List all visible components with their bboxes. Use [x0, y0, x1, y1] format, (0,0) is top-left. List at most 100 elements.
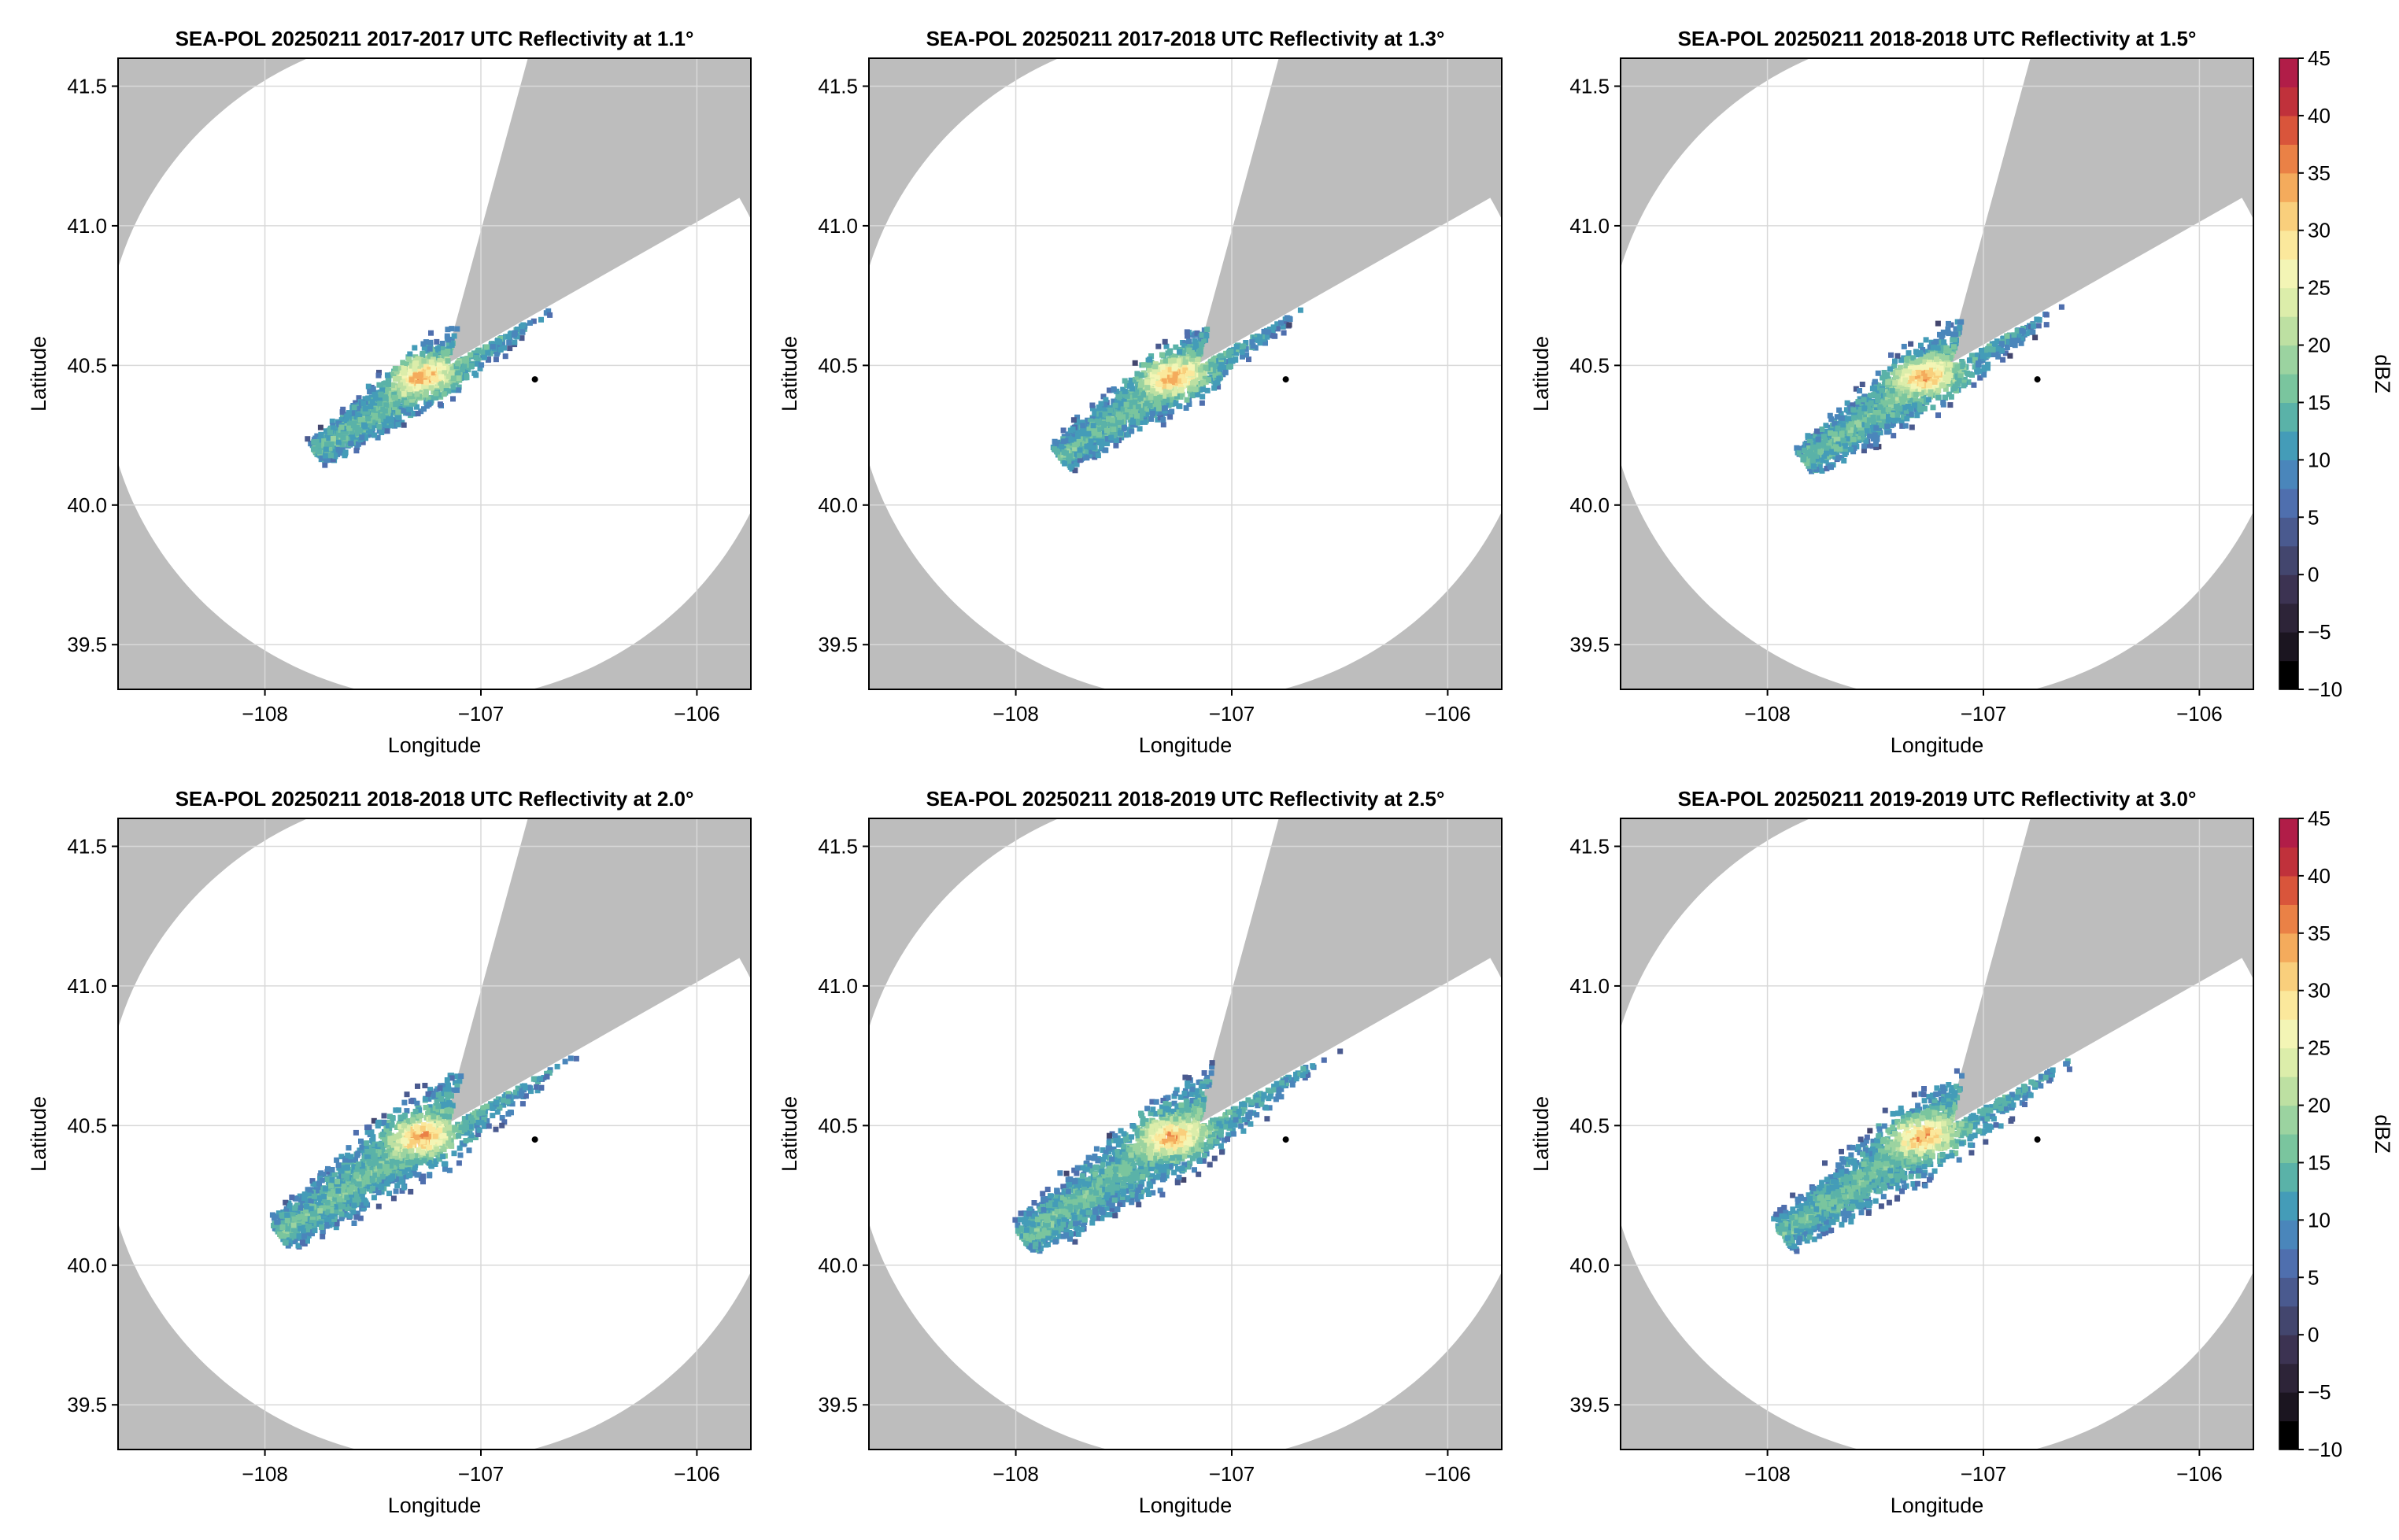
- echo-cell: [1886, 417, 1891, 423]
- echo-cell: [1138, 382, 1144, 388]
- echo-cell: [1177, 404, 1182, 409]
- echo-cell: [1226, 364, 1232, 370]
- echo-cell: [1089, 403, 1095, 408]
- colorbar-tick-label: −5: [2308, 620, 2331, 644]
- echo-cell: [1150, 388, 1155, 393]
- echo-cell: [1928, 390, 1934, 395]
- echo-cell: [1091, 423, 1096, 428]
- echo-cell: [520, 323, 526, 328]
- echo-cell: [1828, 464, 1834, 470]
- echo-cell: [449, 370, 455, 375]
- echo-cell: [1944, 355, 1950, 360]
- echo-cell: [1078, 448, 1083, 453]
- echo-cell: [1193, 342, 1199, 348]
- echo-cell: [421, 406, 427, 412]
- echo-cell: [414, 391, 420, 397]
- echo-cell: [318, 425, 323, 430]
- echo-cell: [1271, 333, 1277, 338]
- echo-cell: [1113, 403, 1118, 408]
- echo-cell: [1104, 428, 1110, 434]
- echo-cell: [1902, 344, 1907, 349]
- echo-cell: [1286, 316, 1292, 321]
- echo-cell: [380, 413, 386, 419]
- echo-cell: [503, 353, 508, 359]
- echo-cell: [1823, 438, 1828, 443]
- echo-cell: [1190, 393, 1196, 398]
- echo-cell: [1935, 345, 1941, 351]
- echo-cell: [1198, 349, 1203, 355]
- echo-cell: [305, 436, 310, 441]
- x-axis-label: Longitude: [388, 733, 482, 757]
- echo-cell: [1113, 443, 1118, 449]
- echo-cell: [1931, 345, 1936, 350]
- echo-cell: [1152, 364, 1158, 369]
- echo-cell: [1861, 405, 1867, 411]
- echo-cell: [427, 340, 433, 345]
- echo-cell: [336, 447, 342, 452]
- echo-cell: [1871, 415, 1876, 420]
- echo-cell: [1918, 365, 1924, 371]
- echo-cell: [1954, 364, 1960, 370]
- echo-cell: [397, 382, 403, 388]
- echo-cell: [323, 447, 329, 452]
- colorbar-band: [2279, 259, 2298, 288]
- y-axis-label: Latitude: [778, 336, 801, 412]
- echo-cell: [1141, 362, 1147, 367]
- echo-cell: [2044, 322, 2050, 327]
- echo-cell: [1857, 388, 1862, 393]
- echo-cell: [343, 449, 349, 455]
- echo-cell: [1193, 379, 1199, 385]
- y-tick-label: 39.5: [818, 633, 858, 656]
- echo-cell: [1089, 438, 1094, 444]
- echo-cell: [1124, 402, 1129, 408]
- echo-cell: [362, 424, 368, 430]
- echo-cell: [1939, 366, 1944, 371]
- echo-cell: [2044, 312, 2050, 318]
- echo-cell: [1840, 422, 1846, 427]
- echo-cell: [1967, 357, 1972, 363]
- echo-cell: [371, 433, 377, 438]
- echo-cell: [449, 342, 455, 348]
- echo-cell: [457, 1161, 462, 1166]
- echo-cell: [1091, 445, 1096, 450]
- echo-cell: [1052, 439, 1058, 445]
- echo-cell: [1841, 438, 1846, 443]
- echo-cell: [450, 384, 456, 390]
- echo-cell: [495, 338, 501, 344]
- echo-cell: [1206, 377, 1211, 382]
- echo-cell: [1884, 423, 1890, 429]
- echo-cell: [1883, 401, 1888, 406]
- echo-cell: [1133, 360, 1138, 366]
- y-tick-label: 40.0: [818, 493, 858, 517]
- echo-cell: [1208, 362, 1214, 367]
- x-tick-label: −106: [2176, 702, 2223, 726]
- echo-cell: [538, 317, 544, 323]
- echo-cell: [1160, 417, 1166, 423]
- chart-panel-1: −108−107−10639.540.040.541.041.5SEA-POL …: [27, 27, 785, 757]
- echo-cell: [1140, 392, 1146, 397]
- echo-cell: [1835, 456, 1841, 461]
- echo-cell: [382, 1113, 387, 1118]
- echo-cell: [1935, 321, 1941, 327]
- echo-cell: [372, 413, 378, 419]
- echo-cell: [431, 365, 436, 371]
- echo-cell: [1909, 376, 1915, 382]
- echo-cell: [1068, 438, 1074, 443]
- echo-cell: [322, 463, 327, 468]
- echo-cell: [1234, 344, 1240, 349]
- echo-cell: [385, 428, 390, 434]
- site-marker: [1283, 376, 1289, 382]
- echo-cell: [1886, 407, 1891, 412]
- echo-cell: [440, 341, 445, 346]
- x-axis-label: Longitude: [1139, 733, 1233, 757]
- echo-cell: [327, 430, 333, 435]
- echo-cell: [1836, 408, 1842, 413]
- echo-cell: [1872, 379, 1878, 385]
- echo-cell: [379, 392, 384, 397]
- echo-cell: [1114, 438, 1119, 443]
- echo-cell: [409, 377, 415, 382]
- echo-cell: [1271, 324, 1277, 330]
- echo-cell: [1189, 366, 1195, 371]
- site-marker: [2035, 376, 2041, 382]
- echo-cell: [1835, 414, 1840, 419]
